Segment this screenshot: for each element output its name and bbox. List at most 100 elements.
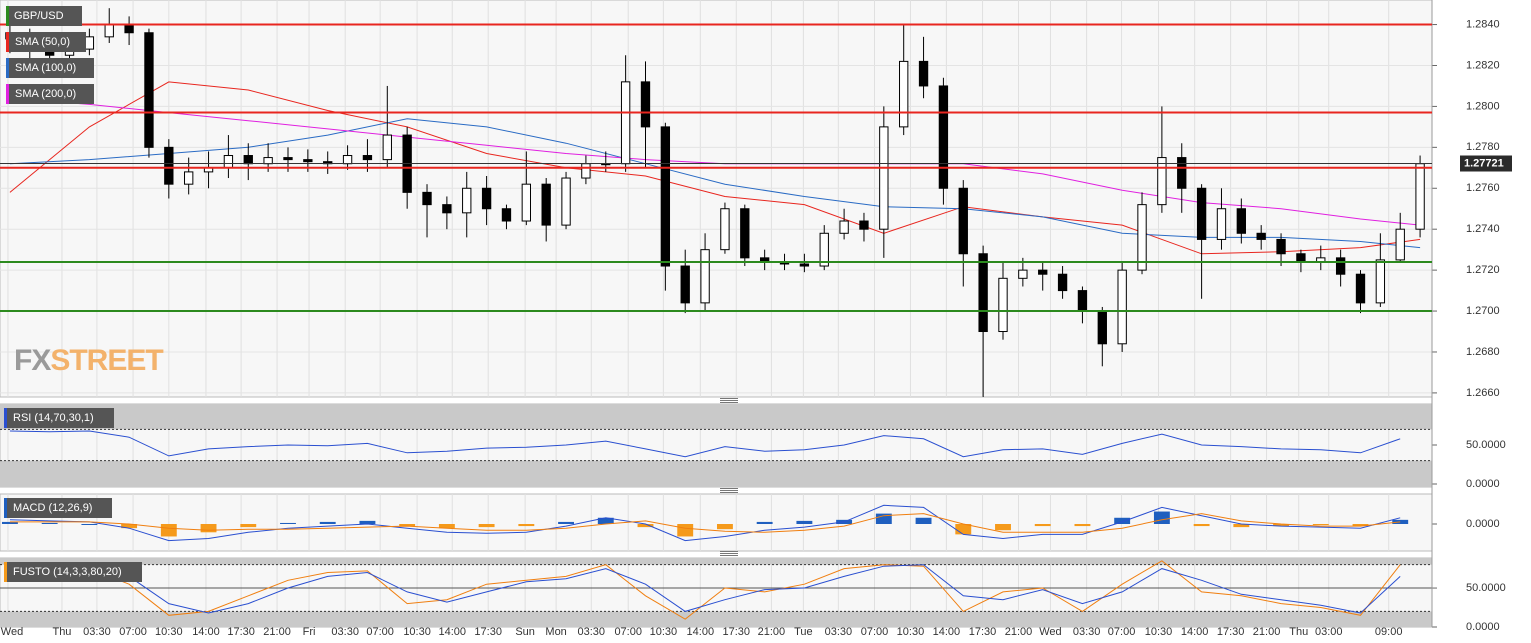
histogram-bar (240, 524, 257, 528)
histogram-bar (597, 517, 614, 524)
x-tick-label: 17:30 (474, 626, 502, 638)
y-tick-label: 1.2740 (1466, 223, 1500, 235)
x-tick-label: 14:00 (438, 626, 466, 638)
candle-body (700, 249, 710, 304)
indicator-tag (4, 498, 112, 518)
histogram-bar (41, 522, 58, 524)
y-tick-label: 1.2720 (1466, 264, 1500, 276)
candle-body (1276, 238, 1286, 255)
x-tick-label: Wed (1, 626, 23, 638)
x-tick-label: Mon (545, 626, 566, 638)
title-tag (6, 6, 82, 26)
candle-body (223, 155, 234, 169)
candle-body (1177, 157, 1187, 189)
candle-body (541, 183, 551, 226)
histogram-bar (995, 524, 1011, 531)
histogram-bar (399, 524, 416, 527)
y-tick-label: 50.0000 (1466, 439, 1506, 451)
indicator-line (9, 560, 1401, 620)
legend-label: SMA (50,0) (15, 36, 70, 48)
candle-body (481, 187, 492, 210)
band-upper (0, 558, 1432, 565)
legend-marker (6, 32, 9, 52)
candle-body (104, 24, 114, 38)
x-tick-label: 21:00 (1005, 626, 1033, 638)
candle-body (501, 208, 512, 222)
histogram-bar (200, 524, 217, 533)
candle-body (660, 126, 671, 267)
candle-body (640, 81, 651, 128)
candle-body (84, 36, 95, 50)
x-tick-label: 14:00 (1181, 626, 1209, 638)
histogram-bar (796, 520, 813, 524)
histogram-bar (1114, 517, 1131, 524)
histogram-bar (359, 520, 376, 524)
x-tick-label: 10:30 (403, 626, 431, 638)
candle-body (620, 81, 631, 165)
candle-body (561, 177, 571, 226)
x-tick-label: 21:00 (1253, 626, 1281, 638)
candle-body (422, 191, 432, 206)
histogram-bar (1, 521, 18, 524)
legend-tag (6, 84, 94, 104)
histogram-bar (1193, 524, 1210, 527)
x-tick-label: 14:00 (933, 626, 961, 638)
candle-body (1117, 269, 1127, 345)
histogram-bar (1392, 519, 1409, 524)
histogram-bar (319, 521, 336, 524)
panel-background (0, 0, 1433, 398)
histogram-bar (160, 524, 177, 537)
x-tick-label: 21:00 (758, 626, 786, 638)
histogram-bar (438, 524, 455, 529)
candle-body (899, 60, 909, 128)
candle-body (879, 126, 889, 230)
x-tick-label: Thu (1289, 626, 1308, 638)
x-tick-label: Tue (794, 626, 813, 638)
histogram-bar (518, 524, 535, 527)
last-price-label: 1.27721 (1464, 157, 1504, 169)
candle-body (1355, 273, 1366, 304)
candle-body (1395, 228, 1405, 261)
candle-body (263, 157, 273, 165)
last-price-box (1460, 155, 1512, 172)
x-tick-label: 10:30 (1145, 626, 1173, 638)
candle-body (581, 163, 591, 179)
x-tick-label: 10:30 (155, 626, 183, 638)
candle-body (1415, 163, 1425, 230)
histogram-bar (280, 522, 296, 524)
indicator-line (9, 564, 1401, 614)
candle-body (1196, 187, 1207, 240)
y-tick-label: 1.2840 (1466, 18, 1500, 30)
legend-marker (6, 84, 9, 104)
indicator-marker (4, 408, 7, 428)
indicator-line (9, 513, 1401, 533)
x-tick-label: 17:30 (722, 626, 750, 638)
x-tick-label: 10:30 (650, 626, 678, 638)
candle-body (978, 253, 988, 333)
x-tick-label: 03:30 (83, 626, 111, 638)
histogram-bar (955, 524, 972, 535)
band-lower (0, 460, 1432, 487)
candle-body (382, 134, 392, 161)
candle-body (859, 220, 869, 230)
histogram-bar (716, 524, 733, 530)
title-marker (6, 6, 9, 26)
candle-body (164, 146, 174, 185)
x-tick-label: 17:30 (969, 626, 997, 638)
histogram-bar (1273, 524, 1289, 527)
indicator-tag (4, 408, 114, 428)
y-tick-label: 1.2800 (1466, 100, 1500, 112)
panel-handles (720, 398, 738, 556)
candle-body (1296, 253, 1306, 263)
indicator-line (9, 430, 1401, 458)
candle-body (1236, 208, 1247, 234)
watermark-part: STREET (50, 344, 163, 377)
x-tick-label: 10:30 (897, 626, 925, 638)
y-tick-label: 1.2780 (1466, 141, 1500, 153)
candle-body (839, 220, 849, 234)
band-upper (0, 404, 1432, 430)
panel-background (0, 493, 1433, 552)
histogram-bar (677, 524, 694, 537)
candle-body (184, 171, 194, 185)
